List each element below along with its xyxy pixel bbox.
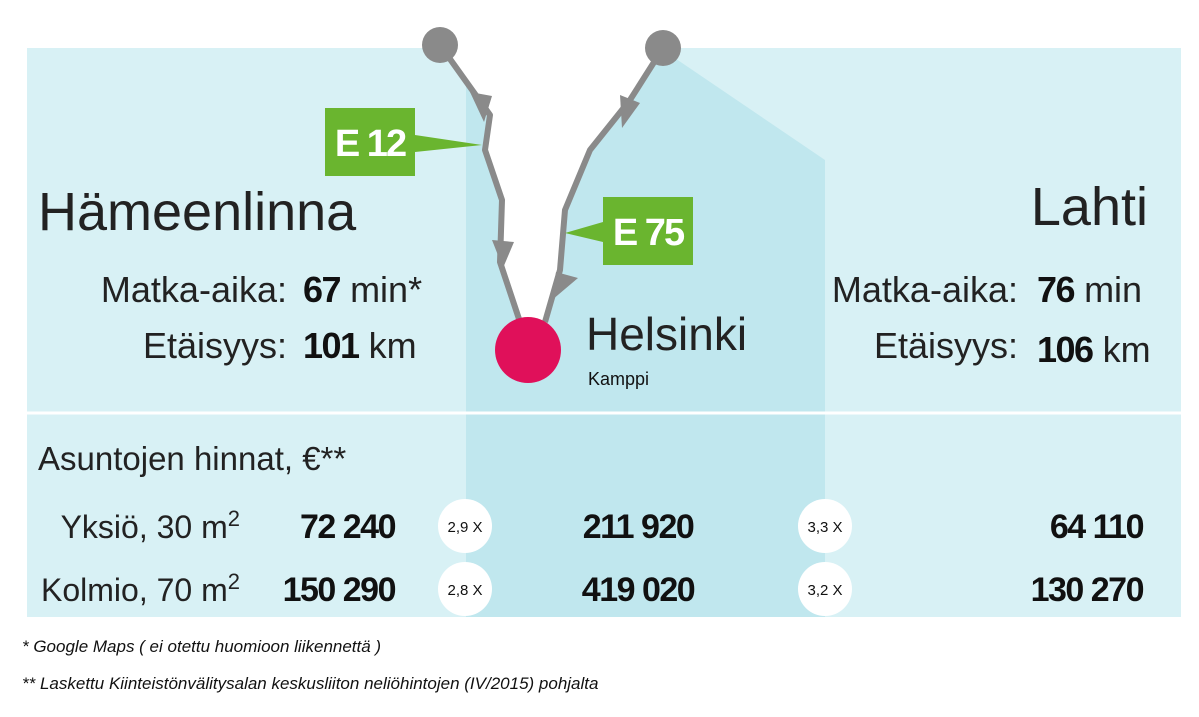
ratio-circle — [798, 562, 852, 616]
road-node — [645, 30, 681, 66]
travel-time: 67 min* — [303, 269, 422, 310]
arrow — [620, 95, 640, 128]
price: 64 110 — [1050, 508, 1144, 546]
superscript: 2 — [228, 569, 240, 594]
arrow — [470, 92, 492, 122]
arrows — [470, 92, 640, 300]
unit: min* — [350, 269, 422, 310]
footnote: ** Laskettu Kiinteistönvälitysalan kesku… — [22, 674, 598, 693]
superscript: 2 — [228, 506, 240, 531]
row-label: Kolmio, 70 m2 — [41, 569, 240, 608]
label-text: Kolmio, 70 m — [41, 572, 228, 608]
city-name: Lahti — [1031, 177, 1148, 237]
label: Etäisyys: — [143, 325, 287, 366]
distance: 101 km — [303, 325, 417, 366]
price: 419 020 — [582, 571, 695, 609]
price: 72 240 — [300, 508, 396, 546]
label: Matka-aika: — [101, 269, 287, 310]
price: 150 290 — [283, 571, 396, 609]
row-label: Yksiö, 30 m2 — [61, 506, 240, 545]
ratio: 2,9 X — [447, 519, 482, 536]
unit: km — [369, 325, 417, 366]
footnote: * Google Maps ( ei otettu huomioon liike… — [22, 637, 381, 656]
price-rows: Yksiö, 30 m2 72 240 2,9 X 211 920 3,3 X 64 11… — [41, 499, 1145, 616]
city-name: Hämeenlinna — [38, 182, 357, 242]
value: 67 — [303, 269, 341, 310]
road-label-box — [565, 197, 693, 265]
distance: 106 km — [1037, 329, 1151, 370]
label: Matka-aika: — [832, 269, 1018, 310]
ratio-circle — [438, 562, 492, 616]
center-sub: Kamppi — [588, 369, 649, 389]
price: 130 270 — [1031, 571, 1144, 609]
arrow — [492, 240, 514, 268]
road-label: E 12 — [335, 123, 406, 165]
road-node — [422, 27, 458, 63]
road-gap — [440, 20, 663, 322]
ratio: 3,3 X — [807, 519, 842, 536]
travel-time: 76 min — [1037, 269, 1142, 310]
prices-title: Asuntojen hinnat, €** — [38, 440, 346, 477]
road-label: E 75 — [613, 212, 685, 254]
ratio: 3,2 X — [807, 582, 842, 599]
label-text: Yksiö, 30 m — [61, 509, 228, 545]
value: 101 — [303, 325, 360, 366]
label: Etäisyys: — [874, 325, 1018, 366]
value: 76 — [1037, 269, 1075, 310]
unit: min — [1084, 269, 1142, 310]
unit: km — [1103, 329, 1151, 370]
road-label-box — [325, 108, 482, 176]
value: 106 — [1037, 329, 1093, 370]
center-name: Helsinki — [586, 308, 747, 360]
helsinki-dot — [495, 317, 561, 383]
ratio-circle — [798, 499, 852, 553]
arrow — [552, 272, 578, 300]
price: 211 920 — [583, 508, 694, 546]
ratio: 2,8 X — [447, 582, 482, 599]
ratio-circle — [438, 499, 492, 553]
